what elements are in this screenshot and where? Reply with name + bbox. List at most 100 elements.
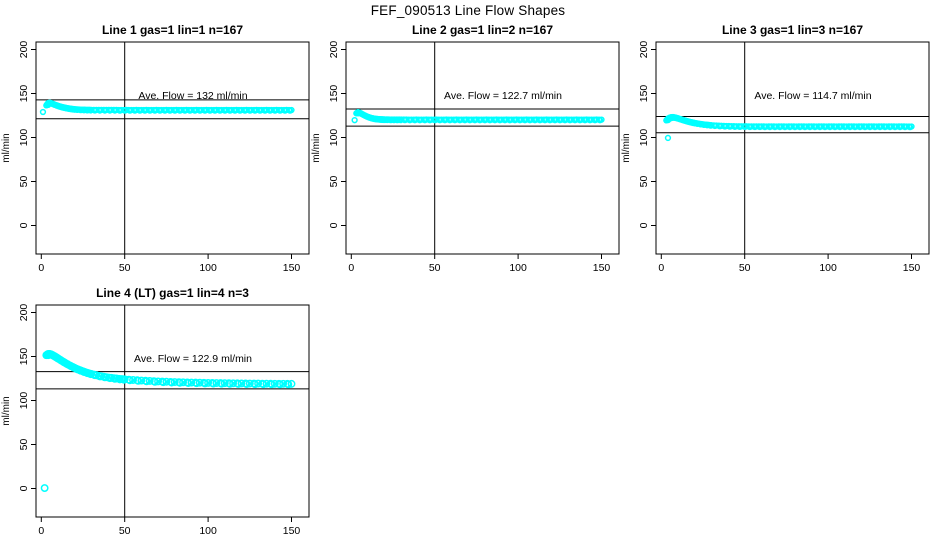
x-tick-label: 100: [819, 262, 837, 274]
x-tick-label: 100: [199, 525, 217, 537]
subplot-canvas-4: Line 4 (LT) gas=1 lin=4 n=30501001502000…: [1, 286, 310, 537]
subplot-line-4: Line 4 (LT) gas=1 lin=4 n=3 0 50 100 150 200 0…: [0, 283, 312, 539]
x-tick-label: 0: [38, 525, 44, 537]
data-point: [120, 375, 129, 384]
data-point: [170, 378, 179, 386]
y-tick-label: 50: [328, 176, 340, 188]
y-tick-label: 200: [18, 304, 30, 322]
data-point: [187, 378, 196, 387]
data-points: [40, 349, 296, 493]
plot-box: [35, 41, 310, 255]
x-tick-label: 50: [119, 525, 131, 537]
y-tick-label: 200: [638, 41, 650, 59]
data-point: [129, 376, 137, 384]
data-point: [184, 379, 193, 387]
subplot-title: Line 3 gas=1 lin=3 n=167: [722, 23, 863, 37]
y-tick-label: 150: [18, 85, 30, 103]
y-tick-label: 50: [18, 176, 30, 188]
data-point: [134, 376, 143, 385]
data-point: [234, 380, 243, 388]
data-point: [209, 379, 218, 388]
data-point: [226, 379, 234, 388]
data-point: [245, 379, 254, 388]
subplot-title: Line 2 gas=1 lin=2 n=167: [412, 23, 553, 37]
data-point: [254, 379, 263, 388]
data-point: [125, 376, 134, 385]
ref-lines: [346, 108, 619, 127]
data-point: [195, 378, 204, 387]
x-tick-label: 150: [283, 525, 301, 537]
y-tick-label: 0: [18, 485, 30, 491]
y-axis: 0 50 100 150 200: [18, 304, 36, 491]
data-point: [220, 379, 229, 388]
data-point: [40, 484, 49, 493]
plot-box: [35, 304, 310, 518]
data-point: [150, 377, 159, 386]
data-point: [287, 379, 296, 388]
y-tick-label: 100: [328, 129, 340, 147]
data-point: [204, 378, 213, 387]
data-point: [167, 378, 176, 387]
data-point: [237, 379, 246, 388]
data-points: [351, 109, 605, 124]
data-points: [663, 113, 915, 142]
y-tick-label: 100: [18, 129, 30, 147]
data-point: [351, 117, 358, 124]
x-tick-label: 100: [199, 262, 217, 274]
x-tick-label: 0: [658, 262, 664, 274]
data-point: [175, 378, 184, 387]
data-points: [39, 99, 295, 116]
data-point: [229, 379, 238, 388]
y-tick-label: 50: [18, 439, 30, 451]
data-point: [259, 380, 268, 389]
x-tick-label: 0: [348, 262, 354, 274]
y-tick-label: 150: [638, 85, 650, 103]
plot-box: [345, 41, 620, 255]
data-point: [162, 377, 171, 386]
y-axis: 0 50 100 150 200: [638, 41, 656, 228]
y-tick-label: 0: [638, 222, 650, 228]
x-tick-label: 150: [903, 262, 921, 274]
ref-lines: [36, 99, 309, 120]
data-point: [279, 379, 288, 388]
subplot-line-2: Line 2 gas=1 lin=2 n=167 0 50 100 150 200 0 50 1…: [310, 20, 622, 276]
data-point: [276, 380, 284, 389]
data-point: [664, 134, 672, 142]
y-tick-label: 50: [638, 176, 650, 188]
y-tick-label: 100: [638, 129, 650, 147]
y-tick-label: 150: [328, 85, 340, 103]
data-point: [200, 379, 209, 388]
x-tick-label: 50: [429, 262, 441, 274]
ave-flow-annotation: Ave. Flow = 122.9 ml/min: [134, 353, 252, 365]
subplot-line-1: Line 1 gas=1 lin=1 n=167 0 50 100 150 200 0 50 1…: [0, 20, 312, 276]
data-point: [159, 378, 168, 387]
x-tick-label: 150: [283, 262, 301, 274]
y-axis-label: ml/min: [1, 396, 12, 425]
data-point: [262, 379, 271, 388]
x-tick-label: 0: [38, 262, 44, 274]
x-axis: 0 50 100 150: [348, 254, 610, 274]
data-point: [145, 377, 154, 385]
figure-title: FEF_090513 Line Flow Shapes: [370, 3, 566, 18]
x-tick-label: 50: [739, 262, 751, 274]
data-point: [288, 106, 295, 114]
subplot-title: Line 1 gas=1 lin=1 n=167: [102, 23, 243, 37]
ave-flow-annotation: Ave. Flow = 122.7 ml/min: [444, 90, 562, 102]
data-point: [598, 116, 605, 123]
y-tick-label: 150: [18, 348, 30, 366]
data-point: [251, 380, 259, 389]
data-point: [270, 379, 279, 388]
x-axis: 0 50 100 150: [658, 254, 920, 274]
x-tick-label: 50: [119, 262, 131, 274]
y-axis: 0 50 100 150 200: [328, 41, 346, 228]
ref-lines: [656, 115, 929, 134]
subplot-canvas-2: Line 2 gas=1 lin=2 n=167 0 50 100 150 200 0 50 1…: [311, 23, 620, 274]
y-axis-label: ml/min: [311, 133, 322, 162]
data-point: [192, 379, 201, 388]
y-tick-label: 200: [328, 41, 340, 59]
x-tick-label: 150: [593, 262, 611, 274]
y-tick-label: 200: [18, 41, 30, 59]
data-point: [242, 380, 251, 389]
x-axis: 0 50 100 150: [38, 254, 300, 274]
